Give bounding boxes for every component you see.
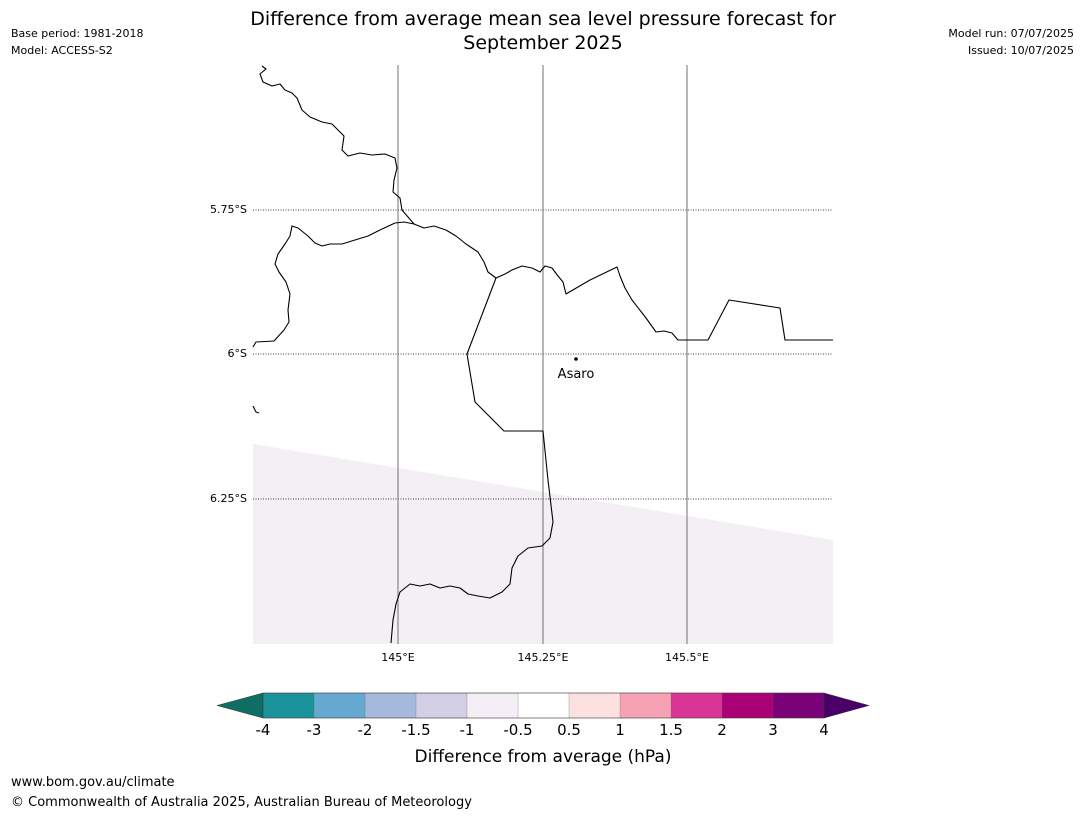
issued-text: Issued: 10/07/2025 bbox=[967, 44, 1074, 57]
colorbar-ticks: -4 -3 -2 -1.5 -1 -0.5 0.5 1 1.5 2 3 4 bbox=[256, 721, 829, 739]
colorbar-tick-label: -2 bbox=[358, 721, 373, 739]
map-title: Difference from average mean sea level p… bbox=[223, 7, 863, 55]
longitude-gridlines bbox=[397, 65, 688, 644]
colorbar-extend-high bbox=[823, 692, 870, 719]
colorbar-segment bbox=[568, 692, 621, 719]
lon-label-145.25E: 145.25°E bbox=[518, 651, 569, 664]
model-text: Model: ACCESS-S2 bbox=[11, 44, 113, 57]
colorbar-tick-label: 0.5 bbox=[557, 721, 581, 739]
metadata-right: Model run: 07/07/2025 Issued: 10/07/2025 bbox=[948, 25, 1074, 59]
boundary-north bbox=[252, 65, 415, 348]
lat-label-6.25S: 6.25°S bbox=[210, 492, 247, 505]
footer-copyright: © Commonwealth of Australia 2025, Austra… bbox=[11, 795, 472, 810]
colorbar-extend-low bbox=[216, 692, 264, 719]
colorbar-segment bbox=[619, 692, 672, 719]
footer-url: www.bom.gov.au/climate bbox=[11, 775, 175, 790]
lat-label-6S: 6°S bbox=[228, 347, 247, 360]
colorbar-segment bbox=[313, 692, 366, 719]
colorbar-segment bbox=[262, 692, 315, 719]
colorbar-tick-label: -4 bbox=[256, 721, 271, 739]
colorbar-segments bbox=[262, 692, 825, 719]
metadata-left: Base period: 1981-2018 Model: ACCESS-S2 bbox=[11, 25, 143, 59]
colorbar-segment bbox=[517, 692, 570, 719]
colorbar-segment bbox=[772, 692, 825, 719]
axis-labels: 5.75°S 6°S 6.25°S 145°E 145.25°E 145.5°E bbox=[210, 203, 709, 664]
lat-label-5.75S: 5.75°S bbox=[210, 203, 247, 216]
asaro-label: Asaro bbox=[558, 367, 595, 382]
colorbar-tick-label: 2 bbox=[717, 721, 727, 739]
boundary-central bbox=[413, 223, 833, 341]
colorbar-tick-label: -1.5 bbox=[401, 721, 430, 739]
colorbar-segment bbox=[670, 692, 723, 719]
boundary-south bbox=[390, 277, 554, 644]
colorbar-segment bbox=[466, 692, 519, 719]
title-line-2: September 2025 bbox=[463, 32, 623, 54]
colorbar-tick-label: -1 bbox=[460, 721, 475, 739]
model-run-text: Model run: 07/07/2025 bbox=[948, 27, 1074, 40]
base-period-text: Base period: 1981-2018 bbox=[11, 27, 144, 40]
colorbar-segment bbox=[415, 692, 468, 719]
province-boundaries bbox=[252, 65, 833, 644]
colorbar-tick-label: -3 bbox=[307, 721, 322, 739]
title-line-1: Difference from average mean sea level p… bbox=[250, 8, 836, 30]
boundary-west-fragment bbox=[252, 405, 260, 414]
colorbar-segment bbox=[364, 692, 417, 719]
lon-label-145.5E: 145.5°E bbox=[665, 651, 709, 664]
colorbar-label: Difference from average (hPa) bbox=[415, 747, 672, 767]
colorbar: -4 -3 -2 -1.5 -1 -0.5 0.5 1 1.5 2 3 4 Difference fr… bbox=[216, 692, 870, 767]
colorbar-tick-label: 3 bbox=[768, 721, 778, 739]
asaro-marker bbox=[574, 357, 578, 361]
colorbar-tick-label: 1 bbox=[615, 721, 625, 739]
lon-label-145E: 145°E bbox=[381, 651, 414, 664]
colorbar-segment bbox=[721, 692, 774, 719]
colorbar-outline bbox=[262, 692, 825, 719]
colorbar-tick-label: -0.5 bbox=[503, 721, 532, 739]
colorbar-tick-label: 1.5 bbox=[659, 721, 683, 739]
colorbar-tick-label: 4 bbox=[819, 721, 829, 739]
